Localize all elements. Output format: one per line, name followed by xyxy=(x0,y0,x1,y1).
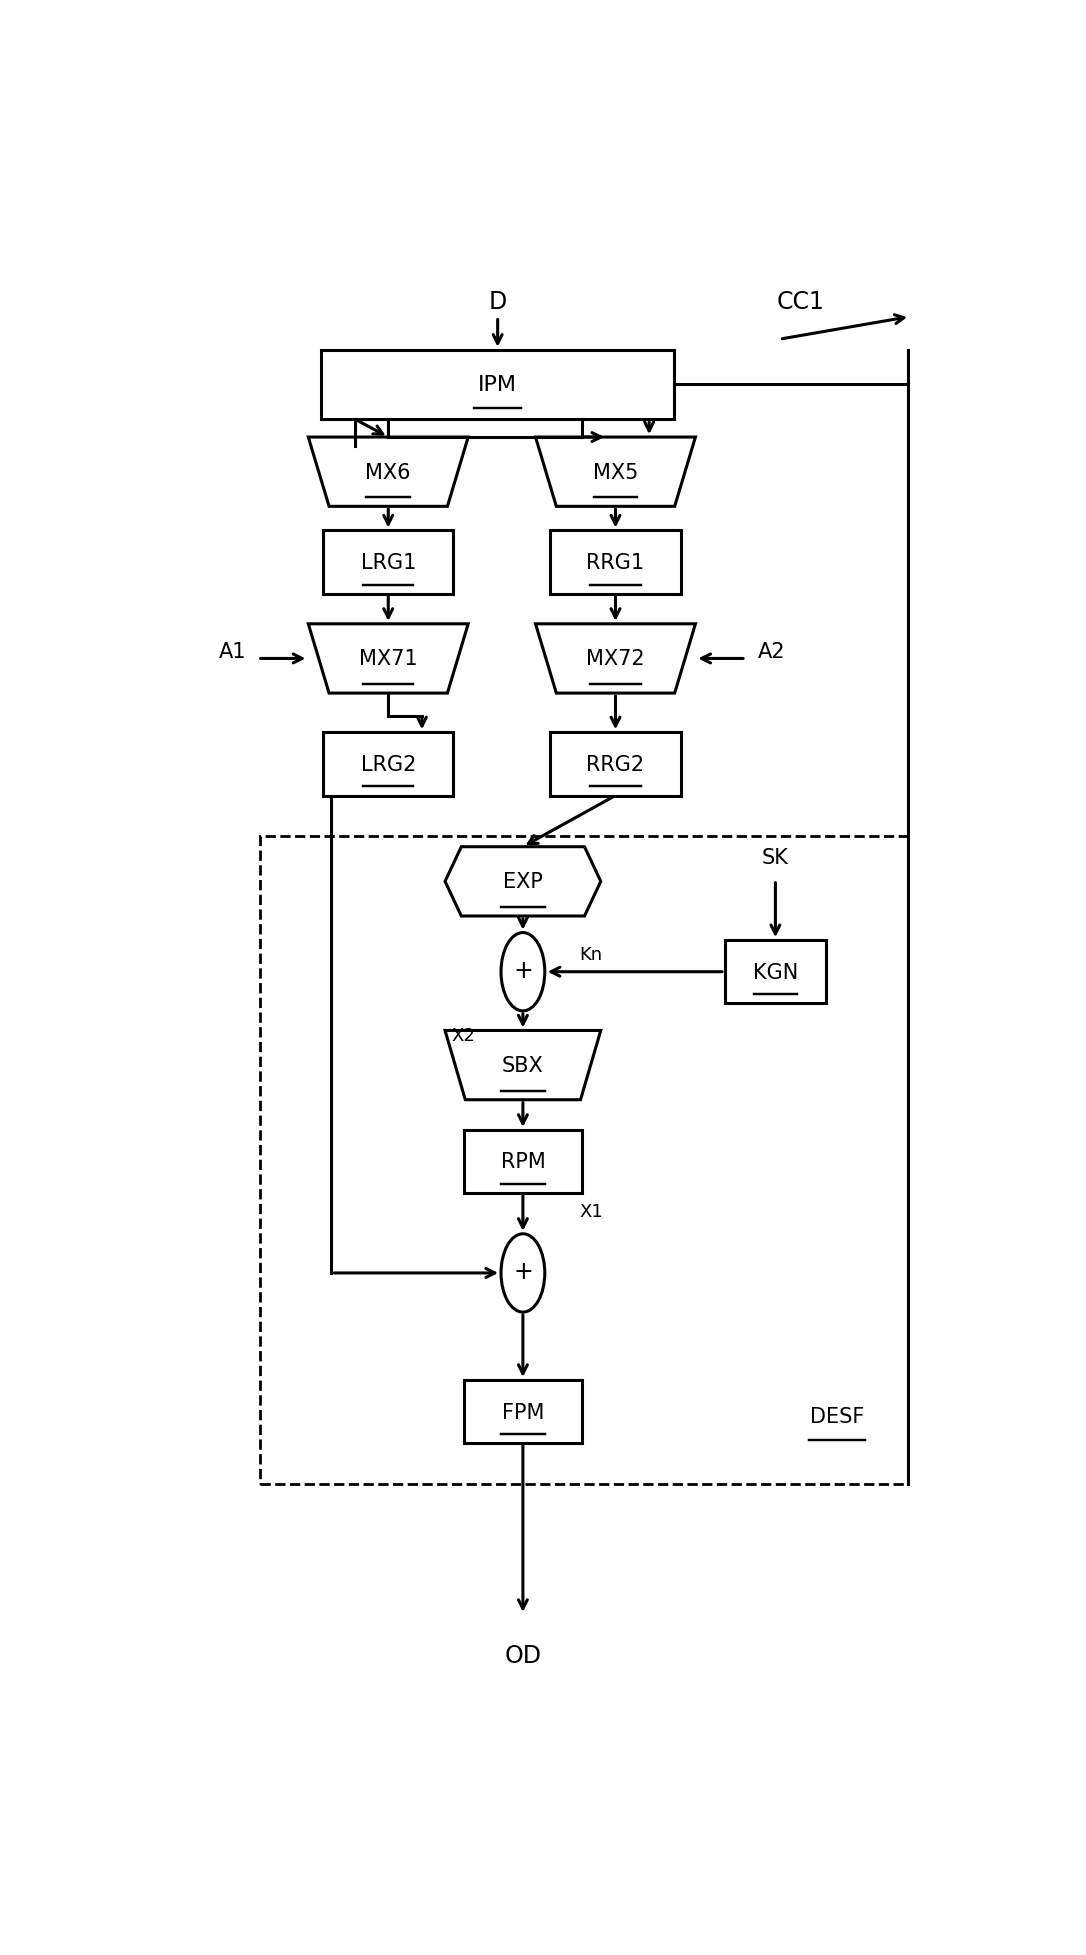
Circle shape xyxy=(501,933,545,1011)
Text: DESF: DESF xyxy=(810,1406,864,1427)
Text: MX5: MX5 xyxy=(593,463,639,483)
Bar xyxy=(551,532,681,594)
Polygon shape xyxy=(308,438,468,506)
Polygon shape xyxy=(308,624,468,694)
Text: A2: A2 xyxy=(757,641,785,661)
Text: X1: X1 xyxy=(579,1202,603,1220)
Text: Kn: Kn xyxy=(580,944,603,964)
Text: IPM: IPM xyxy=(478,375,517,395)
Text: X2: X2 xyxy=(451,1026,475,1044)
Bar xyxy=(323,733,454,796)
Text: FPM: FPM xyxy=(502,1402,544,1421)
Text: LRG1: LRG1 xyxy=(361,553,416,573)
Polygon shape xyxy=(445,847,601,917)
Text: RPM: RPM xyxy=(501,1151,545,1171)
Polygon shape xyxy=(445,1030,601,1101)
Polygon shape xyxy=(535,438,695,506)
Polygon shape xyxy=(535,624,695,694)
Text: SBX: SBX xyxy=(502,1056,544,1075)
Circle shape xyxy=(501,1234,545,1312)
Bar xyxy=(725,940,826,1003)
Text: MX71: MX71 xyxy=(359,649,417,669)
Text: RRG2: RRG2 xyxy=(586,755,645,774)
Text: EXP: EXP xyxy=(503,872,543,891)
Bar xyxy=(323,532,454,594)
Bar xyxy=(464,1380,582,1443)
Text: KGN: KGN xyxy=(753,962,798,981)
Bar xyxy=(464,1130,582,1193)
Text: D: D xyxy=(489,291,507,315)
Text: CC1: CC1 xyxy=(776,291,824,315)
Text: +: + xyxy=(513,1259,533,1284)
Text: MX72: MX72 xyxy=(586,649,645,669)
Text: +: + xyxy=(513,958,533,983)
Bar xyxy=(321,350,674,420)
Text: MX6: MX6 xyxy=(366,463,411,483)
Bar xyxy=(551,733,681,796)
Text: LRG2: LRG2 xyxy=(361,755,416,774)
Text: RRG1: RRG1 xyxy=(586,553,645,573)
Text: OD: OD xyxy=(504,1644,542,1668)
Text: SK: SK xyxy=(762,848,788,868)
Text: A1: A1 xyxy=(218,641,247,661)
